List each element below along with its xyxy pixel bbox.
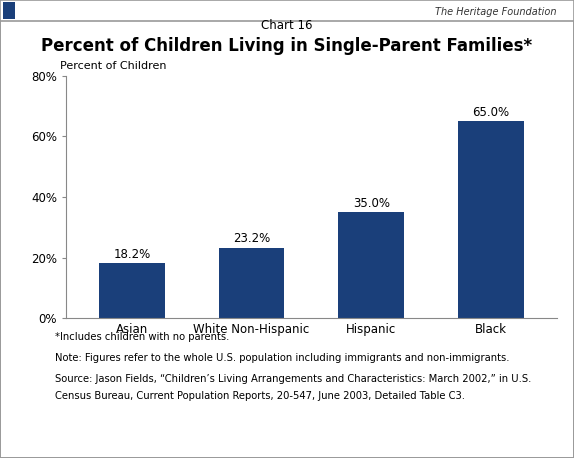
Bar (338, 212, 404, 318)
Text: 35.0%: 35.0% (353, 196, 390, 210)
Bar (219, 248, 285, 318)
Text: Percent of Children: Percent of Children (60, 61, 167, 71)
Text: 65.0%: 65.0% (472, 106, 510, 119)
Text: 23.2%: 23.2% (233, 233, 270, 245)
Text: Source: Jason Fields, “Children’s Living Arrangements and Characteristics: March: Source: Jason Fields, “Children’s Living… (55, 374, 531, 384)
Text: Census Bureau, Current Population Reports, 20-547, June 2003, Detailed Table C3.: Census Bureau, Current Population Report… (55, 391, 464, 401)
Bar (3, 2, 15, 19)
Text: *Includes children with no parents.: *Includes children with no parents. (55, 332, 229, 342)
Text: Percent of Children Living in Single-Parent Families*: Percent of Children Living in Single-Par… (41, 37, 533, 55)
Text: Chart 16: Chart 16 (261, 19, 313, 32)
Text: 18.2%: 18.2% (113, 248, 150, 261)
Text: The Heritage Foundation: The Heritage Foundation (435, 6, 557, 16)
Text: Note: Figures refer to the whole U.S. population including immigrants and non-im: Note: Figures refer to the whole U.S. po… (55, 354, 509, 364)
Bar (99, 263, 165, 318)
Bar (458, 121, 524, 318)
